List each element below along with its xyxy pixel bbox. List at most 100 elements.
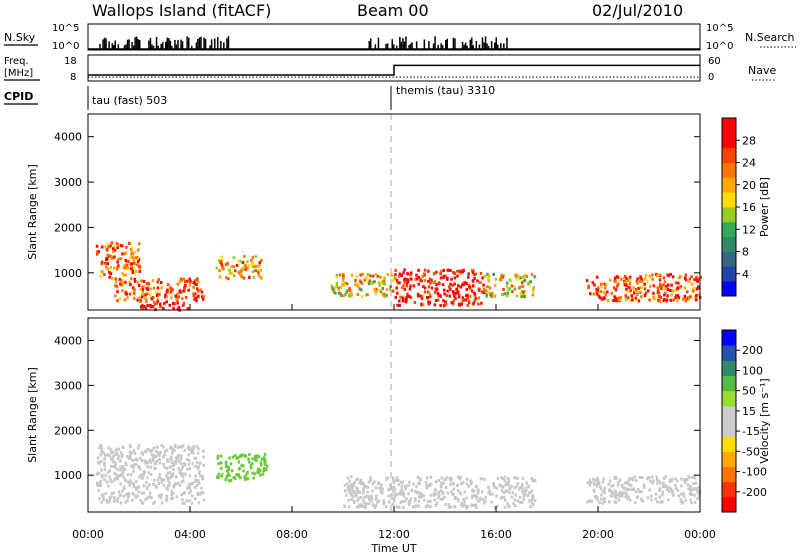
power-cell [473,299,476,303]
power-cell [369,274,372,278]
power-cell [525,275,529,278]
power-cell [472,301,475,305]
velocity-cell [489,492,492,496]
velocity-cell [237,460,241,464]
power-cell [246,266,249,270]
velocity-cell [402,491,406,495]
velocity-cell [103,463,106,467]
velocity-cell [608,479,612,483]
power-cell [676,299,679,303]
velocity-cell [148,483,151,487]
nsky-bar [168,38,170,49]
power-cell [156,298,160,302]
power-cell [222,267,225,271]
power-cell [140,305,143,309]
power-cell [182,301,186,305]
power-cell [157,278,160,282]
velocity-cell [519,486,522,490]
velocity-cell [116,477,120,481]
power-cell [589,292,592,296]
power-cell [243,267,247,271]
velocity-cell [163,453,166,457]
velocity-cell [443,495,446,499]
velocity-cell [418,482,421,486]
power-cell [177,295,180,299]
power-cell [679,275,682,279]
velocity-cell [464,504,468,508]
power-cell [446,276,449,280]
velocity-cell [446,491,449,495]
power-cell [138,269,142,273]
power-cell [622,276,626,280]
power-cell [684,297,688,301]
power-cell [151,279,155,283]
power-cell [232,265,235,269]
nsky-bar [415,41,418,49]
power-cell [521,285,525,288]
velocity-cell [528,499,531,503]
power-cell [423,286,427,290]
nsky-bar [134,37,136,49]
nsky-bar [210,39,213,49]
power-cell [465,294,468,298]
power-colorbar-tick-label: 24 [742,157,756,170]
power-cell [432,272,436,276]
velocity-cell [495,504,499,508]
power-cell [201,297,205,301]
velocity-cell [151,459,155,463]
velocity-cell [188,486,192,490]
power-cell [197,280,200,284]
power-cell [636,277,639,281]
velocity-cell [178,460,181,464]
nsky-bar [494,42,496,49]
velocity-cell [253,472,257,476]
power-cell [139,287,143,291]
power-cell [360,288,363,292]
velocity-cell [472,489,476,493]
x-tick-label: 16:00 [480,528,512,541]
power-cell [130,262,133,266]
power-cell [696,279,699,283]
velocity-cell [194,486,197,489]
velocity-cell [641,476,644,479]
velocity-cell [621,491,624,495]
power-cell [231,271,234,275]
nsky-bar [478,44,481,49]
power-cell [153,302,157,306]
power-cell [114,277,117,281]
velocity-cell [102,451,105,455]
velocity-cell [365,502,368,506]
nsky-bar [177,39,179,49]
velocity-cell [595,496,598,500]
power-cell [176,301,179,305]
power-cell [254,255,258,258]
power-cell [417,268,420,272]
velocity-cell [95,472,99,476]
velocity-cell [434,503,437,507]
velocity-cell [224,460,228,464]
power-cell [136,298,139,302]
velocity-cell [405,497,408,501]
velocity-cell [596,476,599,480]
nsky-bar [117,44,120,49]
velocity-cell [170,461,174,465]
power-cell [373,280,376,284]
velocity-cell [110,451,113,455]
power-cell [403,287,406,291]
nsky-bar [126,39,129,49]
velocity-cell [618,492,621,496]
nave-tick-high: 60 [708,56,721,67]
power-cell [194,292,197,296]
power-cell [662,276,666,280]
power-cell [458,269,462,273]
velocity-cell [417,481,420,485]
velocity-cell [622,487,625,491]
velocity-cell [196,451,200,455]
power-cell [172,306,175,310]
velocity-cell [169,455,173,459]
power-cell [358,287,362,291]
power-cell [606,299,610,303]
power-cell [125,292,129,296]
power-cell [248,275,251,279]
velocity-cell [610,490,613,494]
